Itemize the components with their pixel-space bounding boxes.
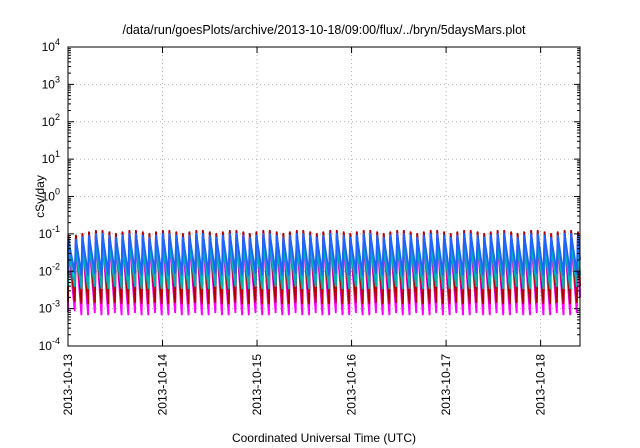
y-axis-label: cSv/day bbox=[33, 175, 47, 218]
x-tick-label: 2013-10-17 bbox=[439, 354, 453, 416]
series-line bbox=[67, 232, 581, 276]
x-tick-label: 2013-10-15 bbox=[250, 354, 264, 416]
x-tick-label: 2013-10-14 bbox=[156, 354, 170, 416]
y-tick-label: 10-1 bbox=[39, 224, 60, 241]
x-tick-label: 2013-10-13 bbox=[61, 354, 75, 416]
x-tick-label: 2013-10-18 bbox=[534, 354, 548, 416]
x-axis-label: Coordinated Universal Time (UTC) bbox=[232, 431, 416, 445]
series-layer bbox=[67, 229, 581, 316]
y-tick-label: 103 bbox=[42, 74, 60, 91]
y-tick-label: 100 bbox=[42, 187, 60, 204]
y-tick-label: 102 bbox=[42, 112, 60, 129]
ticks: 10-4 10-3 10-2 10-1 100 101 102 103 104 2013-10-1… bbox=[39, 37, 580, 415]
chart-title: /data/run/goesPlots/archive/2013-10-18/0… bbox=[122, 23, 526, 37]
y-tick-label: 10-3 bbox=[39, 299, 60, 316]
y-tick-label: 10-4 bbox=[39, 336, 60, 353]
y-tick-label: 104 bbox=[42, 37, 60, 54]
x-tick-label: 2013-10-16 bbox=[345, 354, 359, 416]
y-tick-label: 101 bbox=[42, 149, 60, 166]
y-tick-label: 10-2 bbox=[39, 261, 60, 278]
